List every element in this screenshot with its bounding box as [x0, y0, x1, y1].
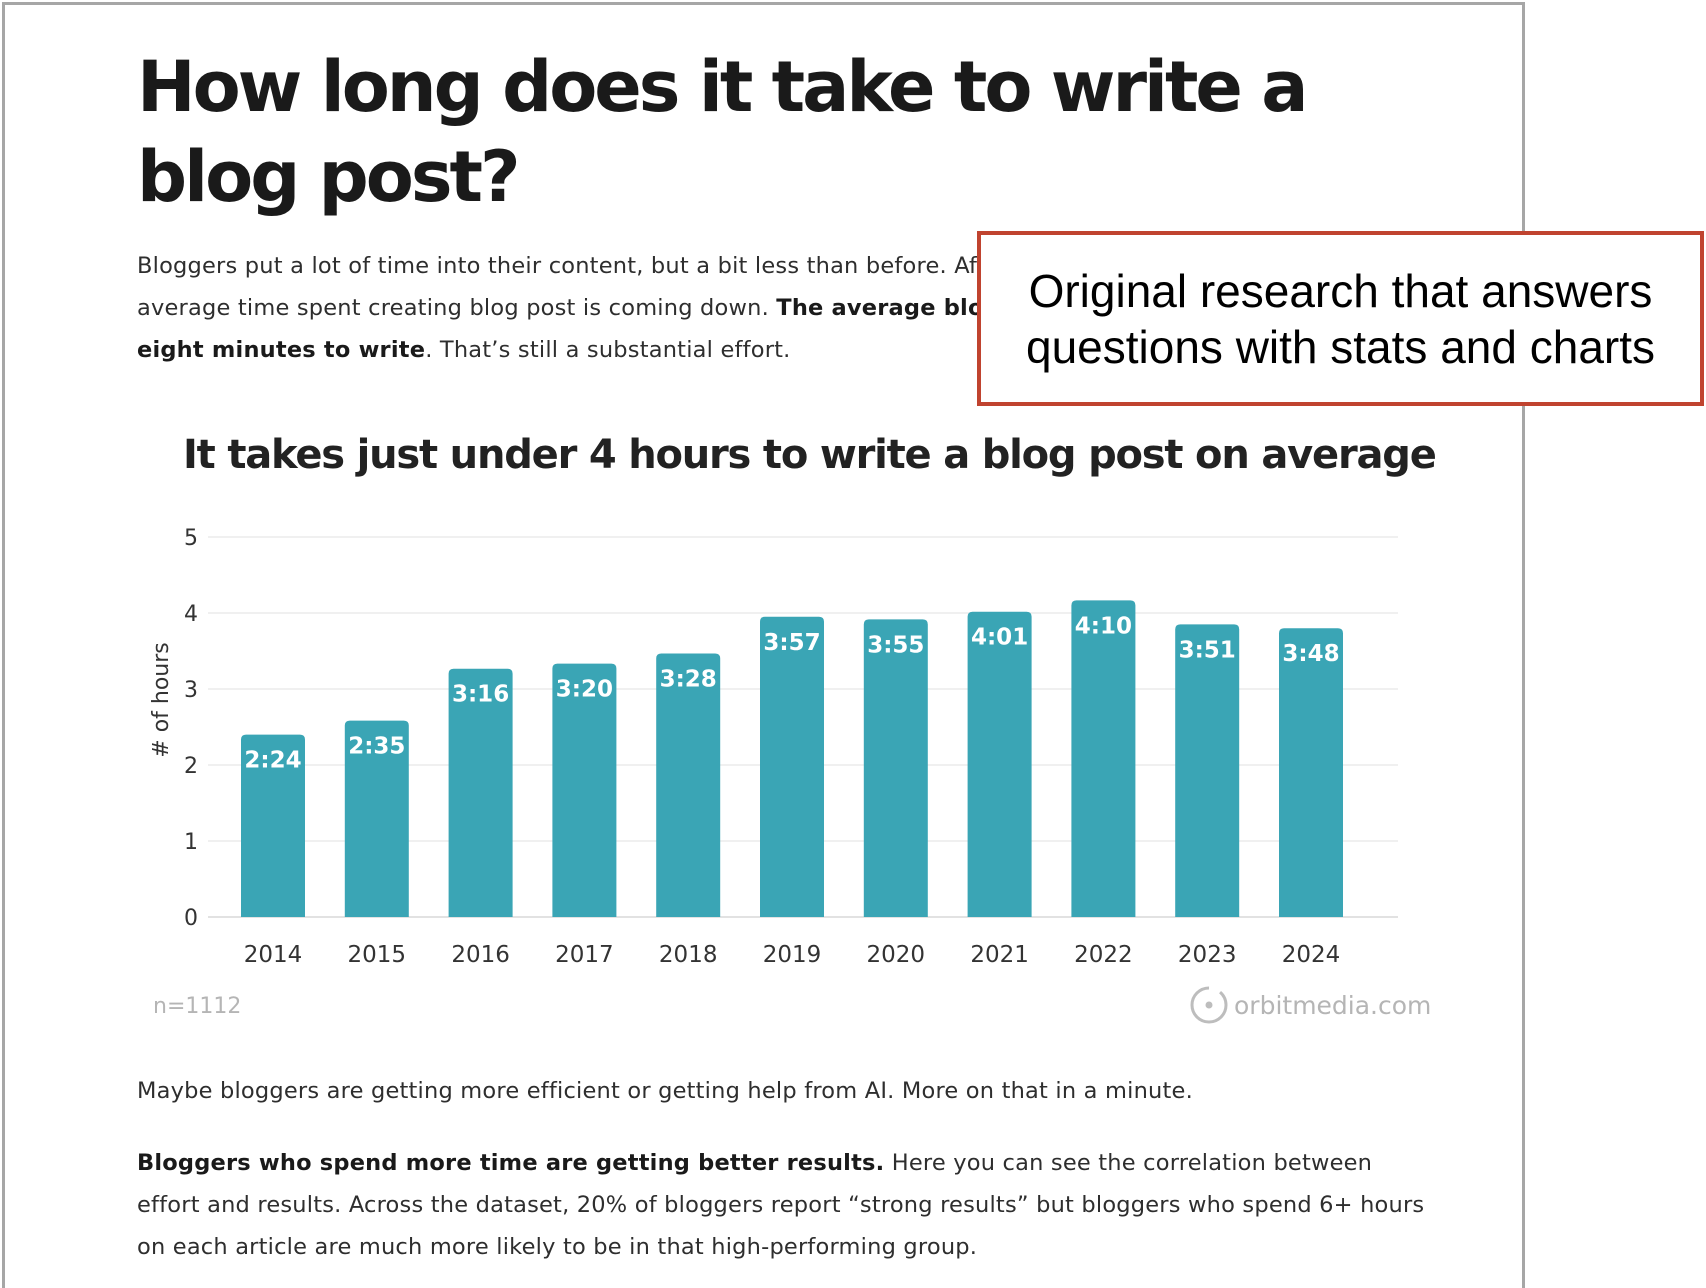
- bar-value-label: 3:55: [867, 632, 924, 658]
- bar-2015: [344, 720, 409, 917]
- chart-title: It takes just under 4 hours to write a b…: [183, 432, 1437, 478]
- bar-2024: [1279, 628, 1343, 917]
- orbit-icon: [1190, 986, 1228, 1024]
- bar-2019: [760, 616, 824, 917]
- intro-line-2-text: average time spent creating blog post is…: [137, 295, 777, 321]
- bar-value-label: 4:10: [1075, 613, 1132, 639]
- bar-2017: [552, 663, 617, 917]
- results-body-text: Here you can see the correlation between…: [137, 1150, 1425, 1260]
- bar-2016: [448, 668, 513, 917]
- bar-value-label: 3:20: [556, 677, 613, 703]
- article-title: How long does it take to write a blog po…: [137, 46, 1309, 218]
- bar-2018: [656, 653, 721, 917]
- intro-paragraph: Bloggers put a lot of time into their co…: [137, 245, 997, 371]
- bar-2022: [1071, 600, 1136, 917]
- bar-value-label: 3:48: [1282, 641, 1339, 667]
- x-tick-label: 2015: [348, 942, 407, 968]
- intro-line-2: average time spent creating blog post is…: [137, 287, 997, 329]
- bar-value-label: 2:24: [244, 748, 301, 774]
- intro-line-3: eight minutes to write. That’s still a s…: [137, 329, 997, 371]
- y-tick-label: 1: [184, 830, 198, 855]
- orbitmedia-logo: orbitmedia.com: [1190, 986, 1431, 1024]
- bar-value-label: 2:35: [348, 734, 405, 760]
- bar-2014: [241, 734, 305, 917]
- x-tick-label: 2023: [1178, 942, 1237, 968]
- intro-line-3-bold: eight minutes to write: [137, 337, 426, 363]
- sample-size-note: n=1112: [153, 994, 241, 1019]
- x-axis-ticks: 2014 2015 2016 2017 2018 2019 2020 2021 2022 2023…: [244, 942, 1341, 968]
- x-tick-label: 2024: [1282, 942, 1341, 968]
- bars: 2:24 2:35 3:16 3:20 3:28 3:57 3:55 4:01 4:10 3:51…: [241, 600, 1343, 917]
- x-tick-label: 2017: [555, 942, 614, 968]
- y-tick-label: 3: [184, 678, 198, 703]
- source-watermark: orbitmedia.com: [1234, 991, 1431, 1020]
- body-paragraph-results: Bloggers who spend more time are getting…: [137, 1142, 1427, 1268]
- x-tick-label: 2014: [244, 942, 303, 968]
- callout-text: Original research that answers questions…: [1026, 264, 1655, 373]
- y-tick-label: 4: [184, 602, 198, 627]
- callout-box: Original research that answers questions…: [977, 231, 1704, 406]
- y-tick-label: 2: [184, 754, 198, 779]
- x-tick-label: 2020: [867, 942, 926, 968]
- bar-value-label: 3:51: [1179, 637, 1236, 663]
- intro-line-2-bold: The average blo: [776, 295, 984, 321]
- x-tick-label: 2018: [659, 942, 718, 968]
- bar-2023: [1175, 624, 1240, 917]
- body-paragraph-ai: Maybe bloggers are getting more efficien…: [137, 1078, 1193, 1104]
- x-tick-label: 2019: [763, 942, 822, 968]
- bar-2021: [967, 611, 1032, 917]
- bar-value-label: 4:01: [971, 625, 1028, 651]
- x-tick-label: 2021: [970, 942, 1029, 968]
- intro-line-1: Bloggers put a lot of time into their co…: [137, 253, 978, 279]
- orbit-icon-dot: [1205, 1001, 1213, 1009]
- results-lead-bold: Bloggers who spend more time are getting…: [137, 1150, 885, 1176]
- y-axis-ticks: 0 1 2 3 4 5: [184, 526, 198, 931]
- y-tick-label: 5: [184, 526, 198, 551]
- bar-value-label: 3:28: [660, 667, 717, 693]
- bar-value-label: 3:16: [452, 682, 509, 708]
- bar-2020: [863, 619, 928, 917]
- intro-line-3-text: . That’s still a substantial effort.: [425, 337, 791, 363]
- y-tick-label: 0: [184, 906, 198, 931]
- y-axis-label: # of hours: [149, 642, 174, 757]
- x-tick-label: 2022: [1074, 942, 1133, 968]
- x-tick-label: 2016: [451, 942, 510, 968]
- bar-value-label: 3:57: [763, 630, 820, 656]
